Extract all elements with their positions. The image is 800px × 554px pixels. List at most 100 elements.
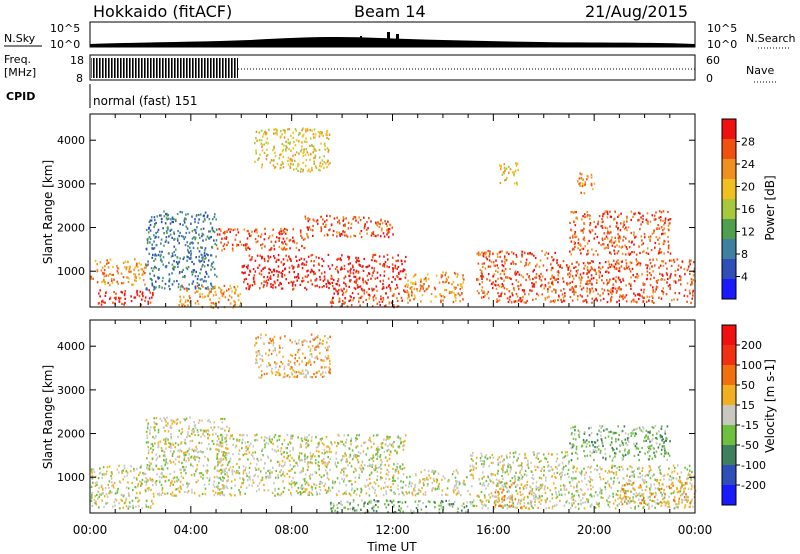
data-cell: [387, 445, 389, 448]
data-cell: [255, 357, 257, 361]
data-cell: [300, 372, 302, 375]
data-cell: [628, 246, 631, 249]
data-cell: [127, 481, 129, 484]
data-cell: [512, 262, 515, 265]
data-cell: [391, 280, 393, 284]
data-cell: [98, 292, 100, 295]
data-cell: [507, 300, 510, 304]
data-cell: [152, 448, 154, 451]
data-cell: [396, 275, 399, 278]
data-cell: [569, 221, 571, 224]
data-cell: [345, 441, 347, 444]
data-cell: [282, 258, 285, 261]
data-cell: [196, 456, 198, 459]
data-cell: [279, 230, 281, 233]
data-cell: [268, 364, 270, 367]
data-cell: [174, 494, 177, 497]
data-cell: [305, 362, 308, 365]
data-cell: [506, 288, 508, 291]
data-cell: [237, 243, 240, 247]
data-cell: [307, 227, 309, 230]
data-cell: [165, 442, 167, 446]
data-cell: [385, 439, 387, 442]
data-cell: [575, 216, 578, 219]
data-cell: [250, 234, 252, 237]
data-cell: [282, 490, 285, 493]
data-cell: [123, 467, 126, 470]
data-cell: [414, 283, 417, 286]
data-cell: [155, 464, 158, 467]
data-cell: [147, 422, 149, 425]
data-cell: [294, 284, 297, 287]
data-cell: [584, 264, 586, 267]
data-cell: [607, 271, 610, 274]
data-cell: [263, 373, 266, 376]
data-cell: [462, 281, 464, 284]
data-cell: [191, 432, 193, 435]
data-cell: [228, 427, 231, 430]
data-cell: [579, 172, 582, 175]
data-cell: [171, 252, 174, 255]
data-cell: [323, 142, 326, 145]
data-cell: [362, 281, 365, 284]
data-cell: [562, 296, 565, 299]
data-cell: [205, 287, 208, 290]
data-cell: [175, 494, 178, 497]
data-cell: [291, 467, 293, 471]
data-cell: [292, 267, 294, 270]
data-cell: [303, 339, 305, 342]
data-cell: [584, 245, 586, 248]
data-cell: [521, 253, 523, 256]
data-cell: [201, 258, 204, 261]
data-cell: [397, 265, 400, 269]
data-cell: [364, 223, 366, 226]
data-cell: [441, 500, 444, 504]
data-cell: [139, 471, 141, 474]
data-cell: [389, 450, 392, 453]
data-cell: [327, 354, 330, 358]
data-cell: [594, 226, 597, 229]
data-cell: [238, 472, 241, 475]
data-cell: [633, 213, 635, 216]
data-cell: [303, 438, 306, 441]
data-cell: [274, 361, 276, 364]
data-cell: [199, 472, 201, 475]
data-cell: [169, 473, 171, 476]
data-cell: [94, 495, 96, 498]
data-cell: [282, 155, 285, 159]
data-cell: [96, 263, 98, 266]
data-cell: [590, 277, 593, 280]
data-cell: [388, 266, 390, 269]
data-cell: [165, 437, 167, 440]
data-cell: [252, 268, 255, 271]
data-cell: [373, 469, 376, 472]
data-cell: [373, 294, 376, 297]
data-cell: [146, 434, 148, 437]
data-cell: [224, 469, 226, 473]
data-cell: [570, 229, 573, 232]
data-cell: [294, 153, 297, 156]
data-cell: [668, 259, 671, 262]
data-cell: [411, 491, 413, 494]
data-cell: [367, 439, 370, 442]
data-cell: [234, 301, 236, 304]
data-cell: [203, 279, 206, 282]
data-cell: [628, 268, 631, 271]
data-cell: [226, 474, 228, 477]
data-cell: [309, 358, 311, 361]
data-cell: [170, 461, 172, 464]
data-cell: [232, 249, 234, 252]
data-cell: [614, 236, 617, 239]
data-cell: [322, 134, 324, 137]
data-cell: [476, 289, 479, 293]
data-cell: [492, 252, 494, 255]
data-cell: [298, 249, 300, 252]
data-cell: [311, 166, 313, 169]
data-cell: [210, 284, 213, 287]
data-cell: [260, 139, 263, 142]
data-cell: [664, 217, 667, 220]
data-cell: [139, 290, 142, 293]
data-cell: [381, 227, 383, 230]
data-cell: [690, 283, 692, 286]
data-cell: [102, 488, 104, 491]
